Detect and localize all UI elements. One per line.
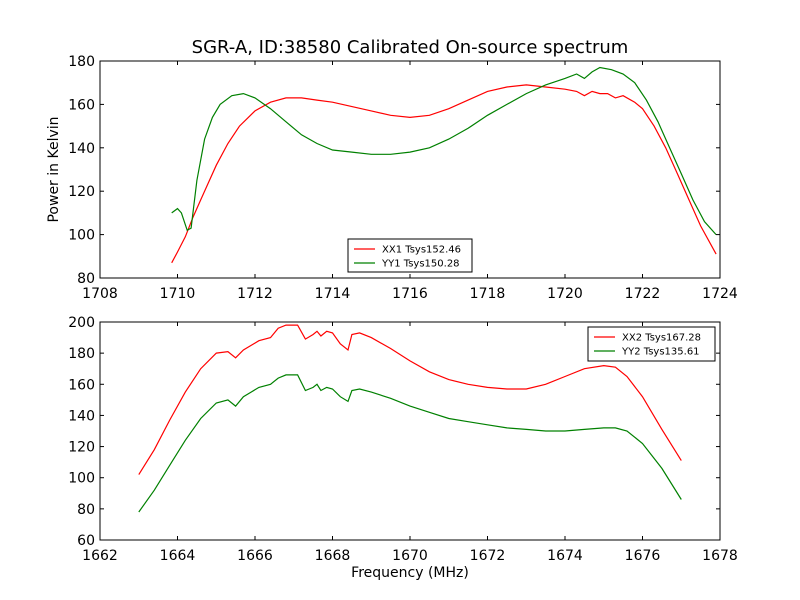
series-line-xx1: [171, 84, 717, 264]
y-tick-label: 80: [77, 502, 95, 518]
series-line-yy1: [171, 66, 717, 235]
x-tick-label: 1716: [392, 286, 428, 302]
x-tick-label: 1722: [625, 286, 661, 302]
y-axis-label: Power in Kelvin: [46, 116, 62, 222]
x-tick-label: 1668: [315, 548, 351, 564]
y-tick-label: 160: [68, 97, 95, 113]
legend: XX2 Tsys167.28 YY2 Tsys135.61: [587, 326, 716, 362]
x-tick-label: 1670: [392, 548, 428, 564]
x-tick-label: 1672: [470, 548, 506, 564]
x-tick-label: 1666: [237, 548, 273, 564]
y-tick-label: 160: [68, 377, 95, 393]
y-tick-label: 100: [68, 228, 95, 244]
x-axis-label: Frequency (MHz): [351, 565, 469, 581]
x-tick-label: 1724: [702, 286, 738, 302]
y-tick-label: 80: [77, 271, 95, 287]
x-tick-label: 1678: [702, 548, 738, 564]
series-line-xx2: [138, 324, 682, 475]
x-tick-label: 1712: [237, 286, 273, 302]
figure-title: SGR-A, ID:38580 Calibrated On-source spe…: [192, 37, 629, 58]
x-tick-label: 1674: [547, 548, 583, 564]
y-tick-label: 60: [77, 533, 95, 549]
y-tick-label: 140: [68, 408, 95, 424]
y-tick-label: 180: [68, 54, 95, 70]
legend-frame: [587, 326, 716, 362]
x-tick-label: 1710: [160, 286, 196, 302]
x-tick-label: 1718: [470, 286, 506, 302]
y-tick-label: 120: [68, 184, 95, 200]
legend-entry: XX2 Tsys167.28: [622, 333, 701, 344]
x-tick-label: 1720: [547, 286, 583, 302]
subplot-1: 1708 1710 1712 1714 1716 1718 1720 1722 1724 80 10…: [46, 54, 738, 302]
y-tick-label: 180: [68, 346, 95, 362]
y-tick-label: 120: [68, 440, 95, 456]
legend-frame: [347, 238, 473, 273]
series-line-yy2: [138, 374, 682, 513]
x-tick-label: 1708: [82, 286, 118, 302]
legend-entry: YY1 Tsys150.28: [381, 259, 460, 270]
x-tick-label: 1676: [625, 548, 661, 564]
y-tick-label: 100: [68, 471, 95, 487]
subplot-2: 1662 1664 1666 1668 1670 1672 1674 1676 1678 60 80…: [68, 315, 738, 581]
y-tick-label: 140: [68, 141, 95, 157]
y-tick-label: 200: [68, 315, 95, 331]
plot-area: 1708 1710 1712 1714 1716 1718 1720 1722 1724 80 10…: [46, 54, 738, 581]
x-tick-label: 1714: [315, 286, 351, 302]
legend: XX1 Tsys152.46 YY1 Tsys150.28: [347, 238, 473, 273]
x-tick-label: 1662: [82, 548, 118, 564]
x-tick-label: 1664: [160, 548, 196, 564]
legend-entry: XX1 Tsys152.46: [382, 245, 461, 256]
legend-entry: YY2 Tsys135.61: [621, 347, 700, 358]
